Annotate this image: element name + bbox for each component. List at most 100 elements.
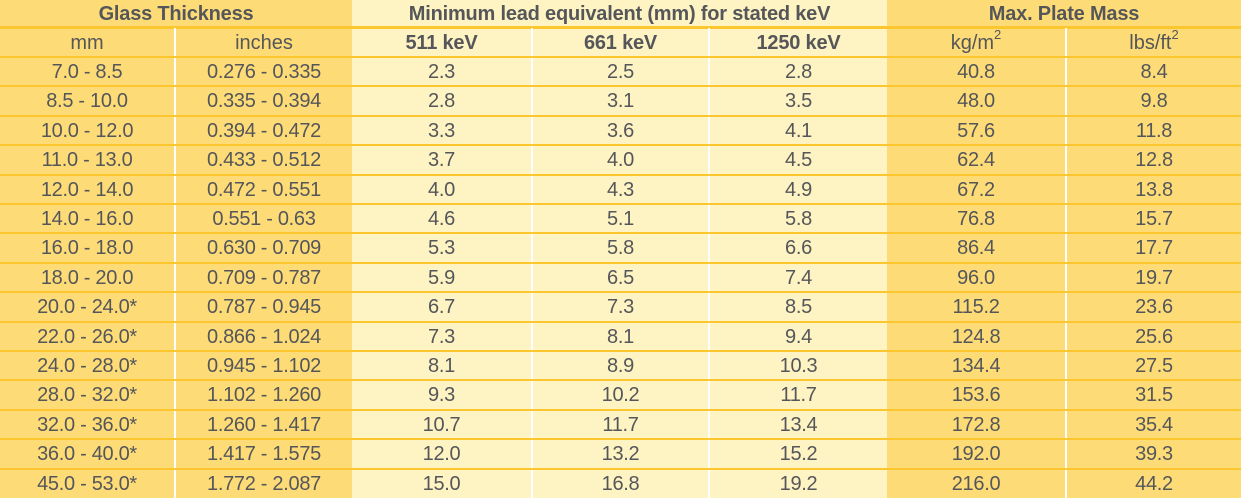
cell-511-kev: 10.7 <box>422 414 461 436</box>
row-divider <box>0 85 1241 87</box>
cell-inches: 0.866 - 1.024 <box>207 326 321 348</box>
subheader-lbs-per-ft2: lbs/ft2 <box>1067 28 1241 57</box>
cell-inches: 0.945 - 1.102 <box>207 355 321 377</box>
cell-1250-kev: 19.2 <box>779 473 818 495</box>
cell-lbs-per-ft2: 17.7 <box>1135 237 1173 259</box>
cell-lbs-per-ft2: 31.5 <box>1135 384 1173 406</box>
cell-661-kev: 7.3 <box>607 296 634 318</box>
cell-1250-kev: 13.4 <box>779 414 818 436</box>
subheader-mm: mm <box>70 32 104 54</box>
cell-661-kev: 11.7 <box>602 414 639 436</box>
cell-661-kev: 3.6 <box>607 120 634 142</box>
glass-thickness-band <box>0 0 352 498</box>
row-divider <box>0 262 1241 264</box>
row-divider <box>0 409 1241 411</box>
cell-661-kev: 4.3 <box>607 179 634 201</box>
cell-661-kev: 16.8 <box>601 473 640 495</box>
cell-661-kev: 5.8 <box>607 237 634 259</box>
cell-1250-kev: 4.9 <box>785 179 812 201</box>
cell-mm: 24.0 - 28.0* <box>37 355 137 377</box>
cell-lbs-per-ft2: 39.3 <box>1135 443 1173 465</box>
cell-lbs-per-ft2: 15.7 <box>1135 208 1173 230</box>
subheader-1250-kev: 1250 keV <box>756 32 841 54</box>
cell-lbs-per-ft2: 25.6 <box>1135 326 1173 348</box>
cell-1250-kev: 3.5 <box>785 90 812 112</box>
cell-661-kev: 10.2 <box>601 384 640 406</box>
cell-511-kev: 2.8 <box>428 90 455 112</box>
cell-mm: 45.0 - 53.0* <box>37 473 137 495</box>
cell-kg-per-m2: 57.6 <box>957 120 995 142</box>
cell-1250-kev: 4.5 <box>785 149 812 171</box>
cell-511-kev: 3.3 <box>428 120 455 142</box>
cell-511-kev: 6.7 <box>428 296 455 318</box>
cell-1250-kev: 10.3 <box>779 355 818 377</box>
cell-kg-per-m2: 86.4 <box>957 237 995 259</box>
row-divider <box>0 350 1241 352</box>
row-divider <box>0 115 1241 117</box>
cell-lbs-per-ft2: 44.2 <box>1135 473 1173 495</box>
cell-kg-per-m2: 172.8 <box>951 414 1001 436</box>
row-divider <box>0 321 1241 323</box>
cell-mm: 10.0 - 12.0 <box>40 120 134 142</box>
row-divider <box>0 174 1241 176</box>
cell-inches: 0.630 - 0.709 <box>207 237 321 259</box>
header-plate-mass: Max. Plate Mass <box>988 3 1140 25</box>
cell-511-kev: 12.0 <box>422 443 461 465</box>
cell-lbs-per-ft2: 12.8 <box>1135 149 1173 171</box>
cell-lbs-per-ft2: 27.5 <box>1135 355 1173 377</box>
cell-inches: 0.787 - 0.945 <box>207 296 321 318</box>
row-divider <box>0 232 1241 234</box>
cell-inches: 1.772 - 2.087 <box>207 473 321 495</box>
row-divider <box>0 203 1241 205</box>
cell-mm: 16.0 - 18.0 <box>40 237 134 259</box>
kg-exponent: 2 <box>994 27 1002 43</box>
row-divider <box>0 56 1241 58</box>
cell-kg-per-m2: 124.8 <box>951 326 1001 348</box>
cell-mm: 18.0 - 20.0 <box>40 267 134 289</box>
row-divider <box>0 379 1241 381</box>
cell-1250-kev: 6.6 <box>785 237 812 259</box>
cell-mm: 20.0 - 24.0* <box>37 296 137 318</box>
subheader-inches: inches <box>235 32 293 54</box>
cell-inches: 0.335 - 0.394 <box>207 90 321 112</box>
cell-inches: 0.709 - 0.787 <box>207 267 321 289</box>
header-divider <box>0 26 1241 29</box>
cell-1250-kev: 15.2 <box>779 443 818 465</box>
header-glass-thickness: Glass Thickness <box>98 3 254 25</box>
cell-661-kev: 5.1 <box>607 208 634 230</box>
cell-661-kev: 2.5 <box>607 61 634 83</box>
cell-511-kev: 5.3 <box>428 237 455 259</box>
cell-lbs-per-ft2: 19.7 <box>1135 267 1173 289</box>
cell-inches: 1.102 - 1.260 <box>207 384 321 406</box>
lead-equivalent-band <box>352 0 887 498</box>
cell-511-kev: 4.0 <box>428 179 455 201</box>
cell-lbs-per-ft2: 11.8 <box>1135 120 1173 142</box>
cell-511-kev: 4.6 <box>428 208 455 230</box>
cell-mm: 22.0 - 26.0* <box>37 326 137 348</box>
cell-mm: 36.0 - 40.0* <box>37 443 137 465</box>
cell-511-kev: 8.1 <box>428 355 455 377</box>
cell-inches: 0.472 - 0.551 <box>207 179 321 201</box>
kg-unit: kg/m <box>950 32 995 54</box>
cell-511-kev: 2.3 <box>428 61 455 83</box>
row-divider <box>0 144 1241 146</box>
cell-kg-per-m2: 192.0 <box>951 443 1001 465</box>
header-lead-equivalent: Minimum lead equivalent (mm) for stated … <box>408 3 831 25</box>
subheader-661-kev: 661 keV <box>583 32 658 54</box>
cell-kg-per-m2: 216.0 <box>951 473 1001 495</box>
cell-1250-kev: 7.4 <box>785 267 812 289</box>
plate-mass-band <box>887 0 1241 498</box>
cell-511-kev: 7.3 <box>428 326 455 348</box>
cell-661-kev: 8.9 <box>607 355 634 377</box>
cell-inches: 1.417 - 1.575 <box>207 443 321 465</box>
cell-661-kev: 6.5 <box>607 267 634 289</box>
subheader-kg-per-m2: kg/m2 <box>887 27 1065 57</box>
cell-661-kev: 3.1 <box>607 90 634 112</box>
cell-inches: 0.551 - 0.63 <box>212 208 316 230</box>
cell-661-kev: 8.1 <box>607 326 634 348</box>
cell-511-kev: 9.3 <box>428 384 455 406</box>
cell-mm: 14.0 - 16.0 <box>40 208 134 230</box>
cell-lbs-per-ft2: 13.8 <box>1135 179 1173 201</box>
cell-661-kev: 13.2 <box>601 443 640 465</box>
